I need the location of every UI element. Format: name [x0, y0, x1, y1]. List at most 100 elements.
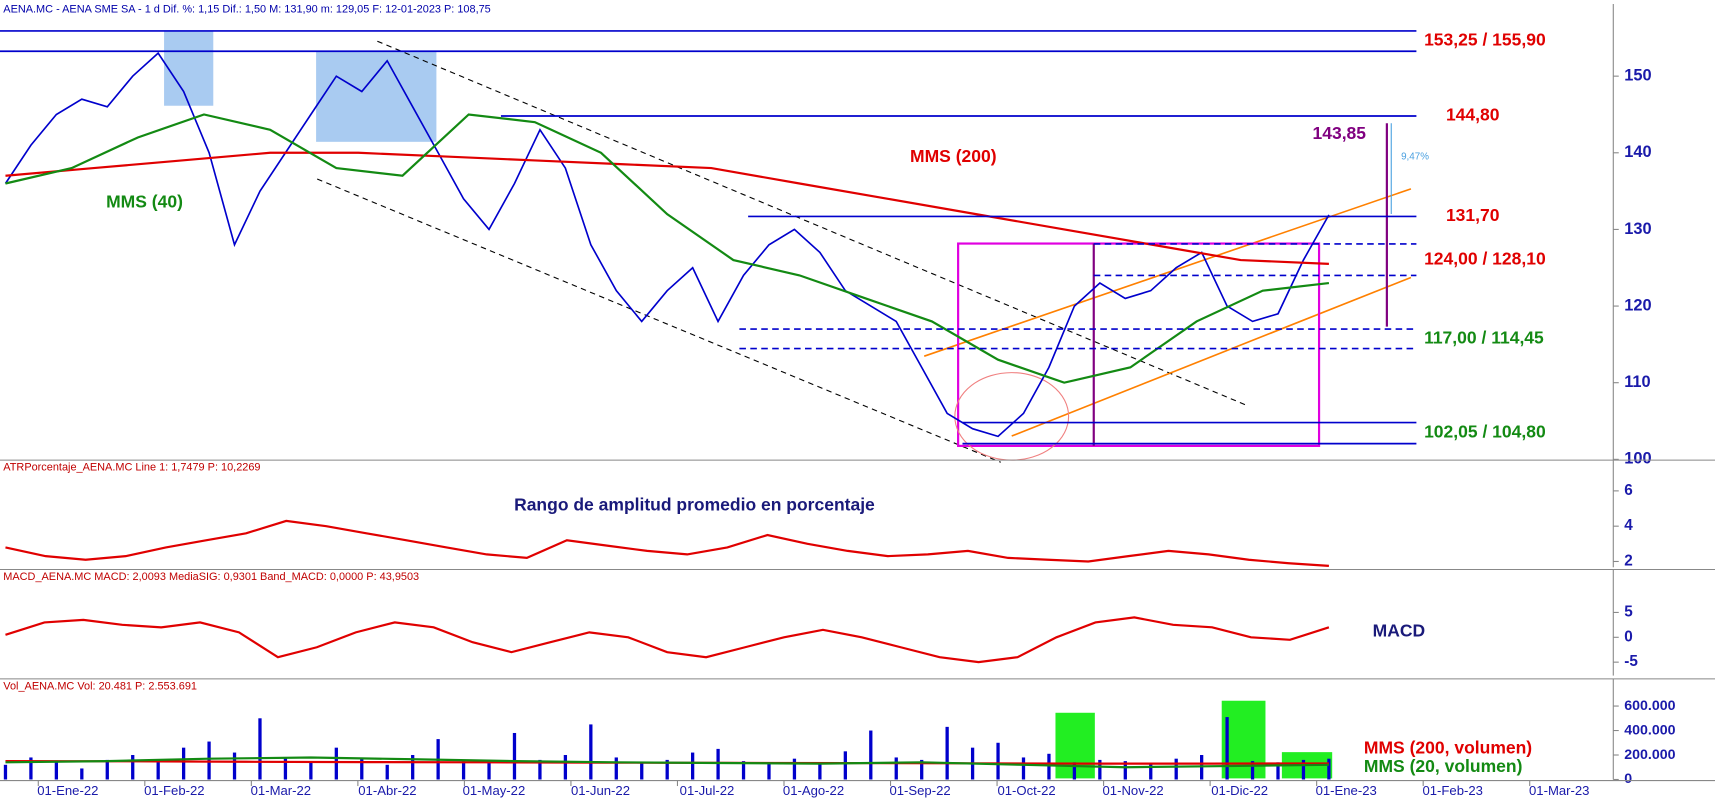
series-line — [4, 51, 1330, 438]
volume-bar — [360, 758, 364, 780]
level-label: 153,25 / 155,90 — [1424, 30, 1546, 50]
panel-title: ATRPorcentaje_AENA.MC Line 1: 1,7479 P: … — [3, 462, 260, 474]
series-line — [5, 519, 1329, 567]
volume-bar — [207, 741, 211, 780]
volume-bar — [996, 742, 1000, 780]
volume-bar — [1149, 763, 1153, 780]
x-tick-label: 01-Ago-22 — [783, 783, 844, 798]
series-label: MMS (200) — [910, 146, 997, 166]
volume-bar — [945, 726, 949, 780]
x-tick-label: 01-Feb-23 — [1422, 783, 1482, 798]
y-tick-label: 0 — [1624, 771, 1632, 787]
volume-bar — [512, 732, 517, 780]
volume-bar — [3, 764, 8, 780]
x-tick-label: 01-Mar-23 — [1529, 783, 1589, 798]
volume-bar — [767, 763, 771, 780]
volume-bar — [1225, 717, 1229, 780]
volume-bar — [334, 747, 338, 780]
volume-bar — [258, 718, 262, 780]
y-tick-label: 5 — [1624, 603, 1633, 620]
y-tick-label: 2 — [1624, 553, 1633, 570]
x-tick-label: 01-Jun-22 — [571, 783, 630, 798]
volume-bar — [1072, 762, 1077, 780]
x-tick-label: 01-Abr-22 — [358, 783, 416, 798]
series-line — [5, 616, 1330, 664]
volume-bar — [1301, 759, 1306, 780]
x-tick-label: 01-Ene-22 — [37, 783, 98, 798]
volume-bar — [690, 752, 695, 780]
y-tick-label: 100 — [1624, 450, 1651, 468]
level-label: 144,80 — [1446, 105, 1500, 125]
volume-bar — [1123, 761, 1127, 780]
y-tick-label: 600.000 — [1624, 698, 1675, 714]
annotation: 143,85 — [1313, 123, 1367, 143]
volume-bar — [843, 751, 847, 780]
x-tick-label: 01-Sep-22 — [889, 783, 950, 798]
volume-bar — [894, 757, 898, 780]
level-label: 131,70 — [1446, 205, 1500, 225]
volume-bar — [80, 768, 84, 780]
annotation: 9,47% — [1401, 152, 1429, 163]
series-line — [5, 756, 1329, 769]
volume-bar — [1021, 757, 1026, 780]
level-label: 117,00 / 114,45 — [1424, 327, 1544, 347]
y-tick-label: 0 — [1624, 628, 1633, 645]
volume-bar — [156, 762, 160, 780]
volume-bar — [181, 747, 186, 780]
volume-bar — [29, 757, 33, 780]
x-tick-label: 01-Feb-22 — [144, 783, 204, 798]
panel-title: MACD_AENA.MC MACD: 2,0093 MediaSIG: 0,93… — [3, 571, 419, 583]
y-tick-label: 140 — [1624, 143, 1651, 161]
x-tick-label: 01-Nov-22 — [1103, 783, 1164, 798]
x-tick-label: 01-Ene-23 — [1316, 783, 1377, 798]
y-tick-label: 130 — [1624, 220, 1651, 238]
header: AENA.MC - AENA SME SA - 1 d Dif. %: 1,15… — [3, 3, 490, 15]
volume-bar — [1276, 762, 1280, 780]
series-line — [5, 113, 1330, 384]
volume-bar — [869, 730, 873, 780]
panel-label: Rango de amplitud promedio en porcentaje — [514, 495, 875, 515]
volume-bar — [461, 761, 466, 780]
x-tick-label: 01-Jul-22 — [680, 783, 735, 798]
volume-bar — [538, 759, 542, 780]
x-tick-label: 01-Dic-22 — [1211, 783, 1268, 798]
volume-bar — [131, 755, 135, 780]
series-label: MMS (40) — [106, 192, 183, 212]
volume-bar — [640, 762, 644, 780]
highlight — [316, 51, 437, 142]
y-tick-label: 150 — [1624, 66, 1651, 84]
series-line — [5, 151, 1329, 265]
volume-bar — [563, 755, 568, 780]
volume-bar — [920, 759, 924, 780]
y-tick-label: 400.000 — [1624, 722, 1675, 738]
series-label: MMS (20, volumen) — [1364, 756, 1523, 776]
x-tick-label: 01-Oct-22 — [997, 783, 1055, 798]
y-tick-label: 4 — [1624, 517, 1633, 534]
volume-bar — [1047, 753, 1051, 780]
x-tick-label: 01-Mar-22 — [251, 783, 311, 798]
volume-bar — [741, 761, 746, 780]
volume-bar — [818, 762, 822, 780]
y-tick-label: -5 — [1624, 653, 1638, 670]
volume-bar — [665, 759, 669, 780]
volume-bar — [589, 724, 593, 780]
volume-bar — [309, 761, 313, 780]
volume-bar — [487, 762, 491, 780]
y-tick-label: 110 — [1624, 373, 1650, 391]
volume-bar — [1327, 758, 1331, 780]
y-tick-label: 200.000 — [1624, 747, 1675, 763]
panel-label: MACD — [1373, 620, 1426, 640]
volume-bar — [1174, 758, 1178, 780]
level-label: 124,00 / 128,10 — [1424, 248, 1546, 268]
series-label: MMS (200, volumen) — [1364, 737, 1532, 757]
channel-line — [316, 178, 1001, 463]
volume-bar — [411, 755, 415, 780]
volume-bar — [105, 759, 109, 780]
volume-bar — [1250, 761, 1255, 780]
trend-line — [1011, 276, 1412, 437]
level-label: 102,05 / 104,80 — [1424, 422, 1546, 442]
volume-bar — [385, 764, 389, 780]
volume-bar — [792, 758, 797, 780]
volume-bar — [283, 757, 288, 780]
